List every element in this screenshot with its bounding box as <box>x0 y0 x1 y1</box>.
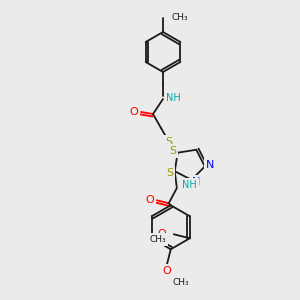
Text: S: S <box>166 168 173 178</box>
Text: O: O <box>145 195 154 205</box>
Text: S: S <box>169 146 176 156</box>
Text: O: O <box>129 107 138 117</box>
Text: CH₃: CH₃ <box>171 13 188 22</box>
Text: N: N <box>192 177 201 187</box>
Text: S: S <box>165 137 172 147</box>
Text: NH: NH <box>166 93 181 103</box>
Text: N: N <box>206 160 214 170</box>
Text: NH: NH <box>182 180 196 190</box>
Text: CH₃: CH₃ <box>150 235 166 244</box>
Text: O: O <box>162 266 171 276</box>
Text: CH₃: CH₃ <box>173 278 189 287</box>
Text: O: O <box>158 229 166 239</box>
